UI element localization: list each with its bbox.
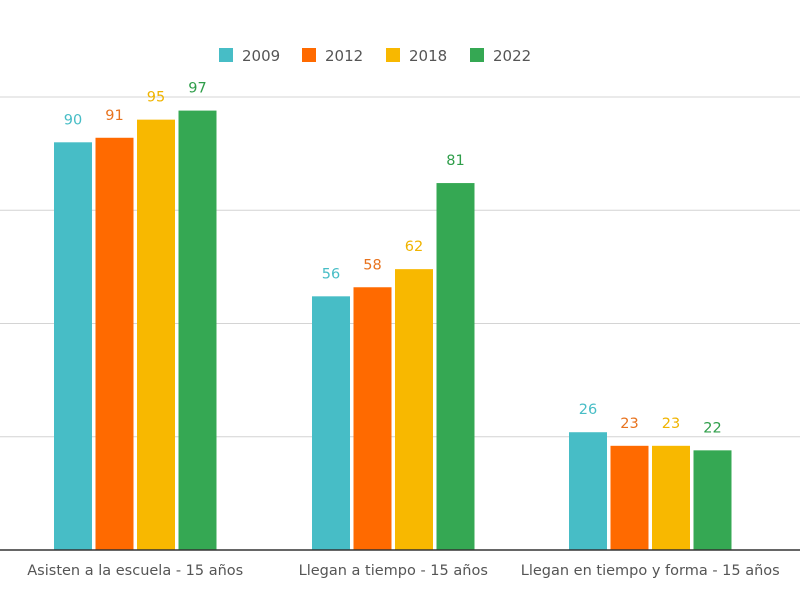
legend-swatch-2009 — [219, 48, 233, 62]
data-label-2012-1: 91 — [105, 108, 123, 124]
legend-label-2022: 2022 — [493, 47, 531, 65]
bar-2018-3 — [652, 445, 690, 550]
data-label-2012-3: 23 — [620, 416, 638, 432]
data-label-2018-3: 23 — [662, 416, 680, 432]
bar-2022-3 — [693, 450, 732, 550]
category-label-2: Llegan a tiempo - 15 años — [299, 563, 488, 579]
legend: 2009 2012 2018 2022 — [219, 47, 531, 65]
bar-2012-2 — [353, 287, 392, 550]
data-label-2022-2: 81 — [446, 153, 464, 169]
data-label-2009-1: 90 — [64, 112, 82, 128]
bar-2018-1 — [137, 119, 175, 551]
category-label-1: Asisten a la escuela - 15 años — [27, 563, 243, 579]
data-label-2012-2: 58 — [363, 257, 381, 273]
legend-label-2012: 2012 — [325, 47, 363, 65]
legend-swatch-2022 — [470, 48, 484, 62]
bar-2022-2 — [436, 183, 475, 550]
bar-2009-1 — [54, 142, 92, 551]
legend-swatch-2018 — [386, 48, 400, 62]
data-label-2018-1: 95 — [147, 90, 165, 106]
data-label-2022-1: 97 — [188, 81, 206, 97]
data-label-2009-3: 26 — [579, 402, 597, 418]
legend-label-2009: 2009 — [242, 47, 280, 65]
data-label-2018-2: 62 — [405, 239, 423, 255]
bar-2009-3 — [569, 432, 607, 550]
x-axis: Asisten a la escuela - 15 años Llegan a t… — [0, 549, 800, 579]
category-label-3: Llegan en tiempo y forma - 15 años — [521, 563, 780, 579]
bar-2012-1 — [95, 137, 134, 550]
data-label-2009-2: 56 — [322, 266, 340, 282]
data-labels: 90 91 95 97 56 58 62 81 26 23 23 22 — [64, 81, 722, 437]
bars — [54, 110, 732, 551]
legend-swatch-2012 — [302, 48, 316, 62]
bar-2022-1 — [178, 110, 217, 550]
legend-label-2018: 2018 — [409, 47, 447, 65]
data-label-2022-3: 22 — [703, 420, 721, 436]
bar-2012-3 — [610, 445, 649, 550]
bar-2018-2 — [395, 269, 433, 550]
bar-2009-2 — [312, 296, 350, 550]
